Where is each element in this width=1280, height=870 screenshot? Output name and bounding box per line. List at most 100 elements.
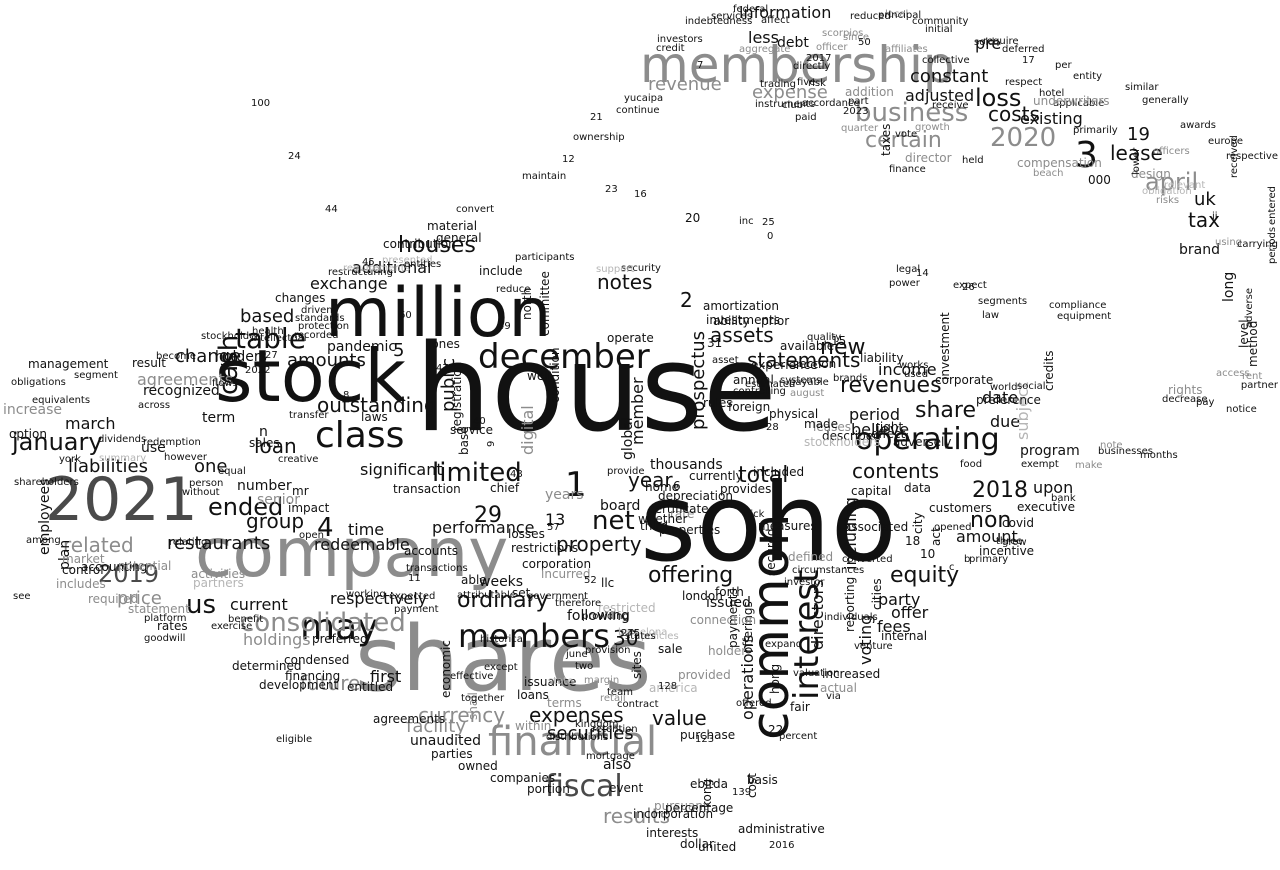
word-24: 24 [288, 151, 301, 162]
word-accounting: accounting [81, 560, 148, 574]
word-agreements: agreements [373, 712, 446, 726]
word-five: five [797, 77, 816, 88]
word-pre: pre [975, 34, 1002, 53]
word-carrying: carrying [1236, 239, 1278, 250]
word-maintain: maintain [522, 171, 567, 182]
word-exempt: exempt [1021, 459, 1059, 470]
word-administrative: administrative [738, 822, 825, 836]
word-also: also [603, 757, 632, 773]
word-america: america [649, 681, 698, 695]
word-general: general [436, 231, 482, 245]
word-reduce: reduce [496, 284, 531, 295]
word-exercise: exercise [211, 621, 253, 632]
word-scorpios: scorpios [822, 28, 864, 39]
word-partner: partner [1240, 380, 1278, 391]
word-equivalents: equivalents [32, 395, 91, 406]
word-brand: brand [1179, 242, 1220, 258]
word-2020: 2020 [990, 123, 1057, 153]
word-estimated: estimated [745, 379, 796, 390]
word-standards: standards [295, 313, 345, 324]
word-march: march [65, 414, 116, 433]
word-dividends: dividends [98, 434, 147, 445]
word-9: 9 [486, 440, 497, 447]
word-collective: collective [922, 55, 970, 66]
word-period: period [849, 405, 900, 424]
word-expand: expand [765, 639, 803, 650]
word-change: change [175, 346, 242, 367]
word-pursuant: pursuant [654, 799, 708, 813]
word-hong: hong [768, 663, 782, 694]
word-10: 10 [920, 547, 936, 561]
word-significant: significant [360, 460, 443, 479]
word-parties: parties [431, 747, 473, 761]
word-nick: nick [744, 509, 765, 520]
word-controlling: controlling [733, 386, 786, 397]
word-legal: legal [896, 264, 921, 275]
word-risks: risks [1156, 195, 1180, 206]
word-sales: sales [249, 436, 280, 450]
word-upon: upon [1033, 478, 1074, 497]
word-companies: companies [490, 771, 556, 785]
word-25: 25 [762, 217, 775, 228]
word-liabilities: liabilities [68, 456, 148, 477]
word-measures: measures [758, 519, 817, 533]
word-officer: officer [816, 42, 848, 53]
word-30: 30 [613, 626, 639, 650]
word-year: year [628, 468, 673, 492]
word-statements: statements [747, 348, 861, 372]
word-net: net [592, 506, 635, 536]
word-development: development [259, 678, 339, 692]
word-stock: stock [215, 334, 407, 418]
word-beach: beach [1033, 168, 1064, 179]
word-4: 4 [317, 513, 334, 543]
word-sold: sold [974, 37, 995, 48]
word-rate: rate [670, 507, 695, 521]
word-2017: 2017 [806, 53, 832, 64]
word-financial: financial [488, 719, 658, 765]
word-obligation: obligation [1142, 186, 1192, 197]
word-restaurants: restaurants [167, 533, 271, 554]
word-party: party [878, 590, 921, 609]
word-states: states [625, 631, 656, 642]
word-corporation: corporation [522, 557, 592, 571]
word-three: three [996, 536, 1023, 547]
word-costs: costs [988, 102, 1040, 126]
word-preference: preference [976, 393, 1041, 407]
word-6: 6 [673, 479, 681, 493]
word-customers: customers [929, 501, 992, 515]
word-brands: brands [833, 373, 868, 384]
word-prior: prior [761, 314, 790, 328]
word-recognized: recognized [143, 383, 220, 399]
word-losses: losses [508, 527, 545, 541]
word-properties: properties [659, 523, 721, 537]
word-stockholder: stockholder [201, 331, 260, 342]
word-issued: issued [706, 595, 751, 611]
word-finance: finance [889, 164, 926, 175]
word-currency: currency [418, 703, 506, 727]
word-food: food [960, 459, 983, 470]
word-see: see [13, 591, 31, 602]
word-one: one [194, 456, 228, 477]
word-future: future [300, 671, 361, 695]
word-31: 31 [707, 336, 723, 350]
word-affect: affect [761, 15, 790, 26]
word-less: less [748, 28, 779, 47]
word-total: total [738, 463, 789, 488]
word-rates: rates [157, 619, 188, 633]
word-board: board [600, 498, 641, 514]
word-effective: effective [450, 671, 494, 682]
word-potential: potential [118, 559, 172, 573]
word-5: 5 [393, 340, 405, 361]
word-right: right [875, 420, 904, 434]
word-eligible: eligible [276, 734, 313, 745]
word-team: team [607, 687, 633, 698]
word-2023: 2023 [843, 106, 869, 117]
word-million: million [325, 274, 552, 353]
word-ability: ability [713, 314, 750, 328]
word-2021: 2021 [45, 465, 198, 535]
word-open: open [299, 530, 324, 541]
word-notes: notes [597, 270, 653, 294]
word-service: service [450, 423, 493, 437]
word-changes: changes [275, 291, 326, 305]
